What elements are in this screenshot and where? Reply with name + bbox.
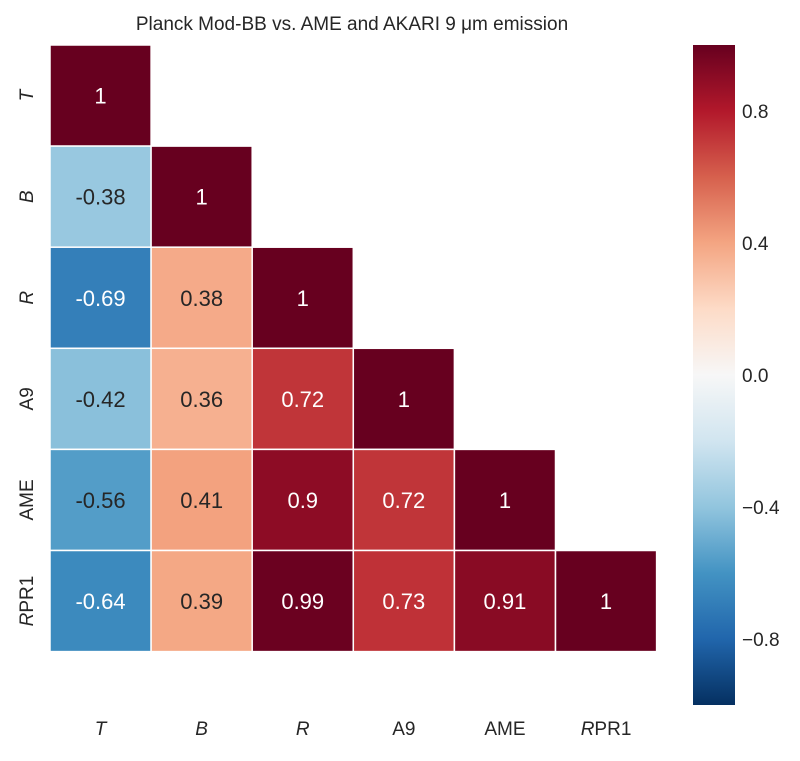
heatmap-cell xyxy=(352,448,456,552)
cell-value-label: 1 xyxy=(297,286,309,311)
cell-value-label: -0.42 xyxy=(75,387,125,412)
colorbar xyxy=(693,45,735,705)
cell-value-label: 0.91 xyxy=(484,589,527,614)
heatmap-cell xyxy=(352,347,456,451)
heatmap-cell xyxy=(453,448,557,552)
heatmap-cell xyxy=(49,44,152,147)
cell-value-label: 1 xyxy=(499,488,511,513)
cell-value-label: -0.69 xyxy=(75,286,125,311)
heatmap-cell xyxy=(554,549,658,653)
heatmap-cell xyxy=(251,246,355,350)
y-axis-tick-labels: T B R A9 AME RPR1 xyxy=(17,88,38,626)
cell-value-label: 1 xyxy=(600,589,612,614)
cell-value-label: 0.73 xyxy=(382,589,425,614)
heatmap-cell xyxy=(150,145,253,248)
x-axis-tick-labels: T B R A9 AME RPR1 xyxy=(95,719,632,740)
heatmap-cell-labels: 1 -0.38 1 -0.69 0.38 1 -0.42 0.36 0.72 1 -0.56 0.41… xyxy=(75,84,612,614)
cell-value-label: -0.56 xyxy=(75,488,125,513)
y-tick-label: A9 xyxy=(17,387,38,410)
heatmap-cell xyxy=(352,549,456,653)
cell-value-label: 1 xyxy=(94,84,106,109)
y-tick-label: B xyxy=(17,190,38,203)
cell-value-label: 0.72 xyxy=(382,488,425,513)
y-tick-label: AME xyxy=(17,479,38,520)
cell-value-label: 0.41 xyxy=(180,488,223,513)
chart-title: Planck Mod-BB vs. AME and AKARI 9 μm emi… xyxy=(136,14,568,35)
cell-value-label: 0.72 xyxy=(281,387,324,412)
cell-value-label: 0.39 xyxy=(180,589,223,614)
y-tick-label: RPR1 xyxy=(17,576,38,627)
colorbar-tick-label: 0.0 xyxy=(742,366,768,387)
cell-value-label: 0.99 xyxy=(281,589,324,614)
x-tick-label: A9 xyxy=(392,719,415,740)
colorbar-tick-label: 0.4 xyxy=(742,234,769,255)
colorbar-tick-labels: 0.8 0.4 0.0 −0.4 −0.8 xyxy=(742,102,780,651)
heatmap-cell xyxy=(150,448,253,552)
heatmap-cell xyxy=(251,549,355,653)
cell-value-label: 1 xyxy=(398,387,410,412)
heatmap-cell xyxy=(49,549,152,653)
cell-value-label: -0.38 xyxy=(75,185,125,210)
cell-value-label: 0.38 xyxy=(180,286,223,311)
x-tick-label: R xyxy=(296,719,310,740)
y-tick-label: T xyxy=(17,88,38,101)
heatmap-cell xyxy=(150,549,253,653)
cell-value-label: 0.36 xyxy=(180,387,223,412)
cell-value-label: -0.64 xyxy=(75,589,125,614)
heatmap-cells xyxy=(49,44,658,653)
x-tick-label: AME xyxy=(484,719,525,740)
heatmap-cell xyxy=(49,246,152,350)
heatmap-cell xyxy=(453,549,557,653)
cell-value-label: 1 xyxy=(196,185,208,210)
y-tick-label: R xyxy=(17,291,38,305)
cell-value-label: 0.9 xyxy=(287,488,318,513)
x-tick-label: B xyxy=(195,719,208,740)
x-tick-label: RPR1 xyxy=(581,719,632,740)
x-tick-label: T xyxy=(95,719,108,740)
colorbar-tick-label: −0.4 xyxy=(742,498,780,519)
heatmap-cell xyxy=(150,347,253,451)
colorbar-tick-label: 0.8 xyxy=(742,102,768,123)
heatmap-cell xyxy=(49,145,152,248)
colorbar-tick-label: −0.8 xyxy=(742,630,780,651)
